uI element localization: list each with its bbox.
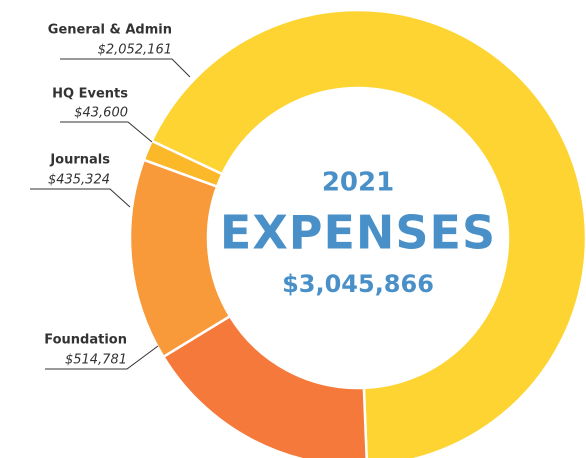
center-title: EXPENSES [220,206,496,260]
segment-name: General & Admin [48,23,172,38]
segment-value: $2,052,161 [98,43,172,58]
leader-line [60,58,191,78]
segment-name: HQ Events [52,87,128,102]
segment-value: $435,324 [48,173,110,188]
center-total: $3,045,866 [282,270,434,298]
leader-line [30,188,131,208]
donut-segment [150,8,586,458]
segment-value: $43,600 [74,106,128,121]
center-year: 2021 [322,168,394,198]
donut-segment [142,139,224,189]
segment-name: Journals [49,153,110,168]
leader-line [60,121,153,143]
segment-name: Foundation [44,333,127,348]
leader-line [45,345,159,370]
segment-value: $514,781 [65,353,127,368]
